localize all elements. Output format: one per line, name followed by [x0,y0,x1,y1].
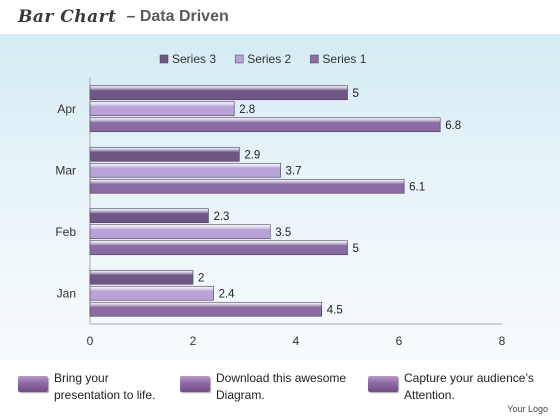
bar-series-1 [89,178,405,194]
x-tick-label: 8 [499,334,506,348]
bar-series-1 [89,117,441,133]
legend-swatch [159,54,169,64]
bar-swatch-icon [368,376,398,392]
bar-chart: 0 2 4 6 8 Jan 2 2.4 4.5 Feb 2.3 3.5 5 Mar 2.9 3.7 6.1 Apr… [55,52,506,348]
bar-series-2 [89,285,214,301]
footer-note-2: Download this awesome Diagram. [180,370,346,404]
data-label: 3.5 [275,227,291,239]
legend-swatch [310,54,319,64]
x-tick-label: 4 [293,334,300,348]
logo-text: Your Logo [507,404,548,414]
bar-series-3 [89,146,240,162]
legend-label: Series 3 [172,52,216,66]
bar-series-3 [89,269,194,285]
bar-swatch-icon [180,376,210,392]
category-label: Apr [57,102,76,116]
page-subtitle: – Data Driven [126,8,229,25]
data-label: 2.4 [219,288,236,300]
bar-swatch-icon [18,376,48,392]
category-label: Mar [55,163,76,177]
x-tick-label: 6 [396,334,403,348]
data-label: 2.3 [213,211,229,223]
footer-note-text: Bring your presentation to life. [54,371,156,402]
x-tick-label: 2 [190,334,197,348]
data-label: 6.8 [445,120,461,132]
footer-note-text: Capture your audience’s Attention. [404,371,534,402]
footer-note-text: Download this awesome Diagram. [216,371,347,402]
x-tick-label: 0 [87,334,94,348]
page-title: Bar Chart [18,7,117,27]
data-label: 5 [353,88,359,100]
bar-series-1 [89,240,348,256]
bar-series-2 [89,224,271,240]
bar-series-1 [89,301,323,317]
footer-note-3: Capture your audience’s Attention. [368,370,534,404]
footer: Bring your presentation to life. Downloa… [0,362,560,420]
category-label: Feb [55,225,76,239]
bar-series-3 [89,85,348,101]
legend-swatch [234,54,244,64]
data-label: 2 [198,272,204,284]
footer-note-1: Bring your presentation to life. [18,370,155,404]
data-label: 5 [353,243,359,255]
category-label: Jan [57,286,76,300]
legend-label: Series 1 [322,52,366,66]
bar-series-2 [89,162,281,178]
data-label: 2.9 [244,149,260,161]
title-bar: Bar Chart – Data Driven [0,0,560,34]
bar-series-3 [89,208,209,224]
data-label: 4.5 [327,304,343,316]
data-label: 3.7 [286,165,302,177]
data-label: 2.8 [239,104,255,116]
bar-series-2 [89,101,235,117]
data-label: 6.1 [409,181,425,193]
legend-label: Series 2 [247,52,291,66]
